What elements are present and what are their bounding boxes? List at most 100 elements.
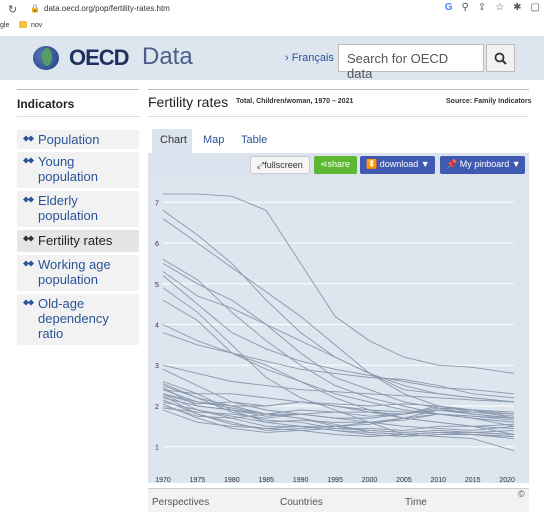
- sidebar-item-working-age-population[interactable]: Working age population: [17, 255, 139, 291]
- sidebar-item-label: Elderly population: [38, 193, 98, 223]
- filter-bar: [148, 488, 529, 512]
- x-tick-label: 2020: [499, 477, 515, 483]
- search-icon: [494, 52, 507, 65]
- series-line-24[interactable]: [162, 405, 515, 435]
- double-arrow-icon: [23, 196, 34, 203]
- fertility-line-chart[interactable]: 1 2 3 4 5 6 7 1970 1975 1980 1985 1990 1995 2000 2005 2…: [148, 178, 529, 483]
- divider: [17, 116, 139, 117]
- series-line-5[interactable]: [162, 271, 515, 403]
- sidebar-icon[interactable]: ▢: [530, 2, 540, 13]
- pinboard-label: My pinboard ▼: [459, 159, 521, 169]
- share-icon: ⋖: [320, 159, 328, 169]
- series-line-22[interactable]: [162, 401, 515, 423]
- sidebar-item-label: Young population: [38, 154, 98, 184]
- search-input[interactable]: Search for OECD data: [338, 44, 484, 81]
- language-link[interactable]: › Français: [285, 52, 334, 64]
- series-line-6[interactable]: [162, 275, 515, 395]
- bookmark-star-icon[interactable]: ☆: [495, 2, 505, 13]
- sidebar-item-label: Fertility rates: [38, 233, 113, 248]
- series-line-0[interactable]: [163, 193, 515, 374]
- page-title: Fertility rates: [148, 94, 229, 110]
- sidebar-item-fertility-rates[interactable]: Fertility rates: [17, 230, 139, 252]
- sidebar-item-young-population[interactable]: Young population: [17, 152, 139, 188]
- series-line-20[interactable]: [162, 397, 515, 419]
- countries-tab[interactable]: Countries: [280, 497, 323, 508]
- folder-icon: [19, 21, 27, 28]
- x-tick-label: 1995: [327, 477, 343, 483]
- x-tick-label: 2010: [431, 477, 447, 483]
- search-button[interactable]: [486, 44, 515, 72]
- y-tick-label: 6: [155, 241, 159, 248]
- oecd-globe-logo[interactable]: [33, 46, 59, 70]
- share-button[interactable]: ⋖share: [314, 156, 357, 174]
- share-label: share: [327, 159, 351, 169]
- series-line-11[interactable]: [162, 364, 515, 403]
- y-tick-label: 5: [155, 282, 159, 289]
- sidebar-item-population[interactable]: Population: [17, 130, 139, 149]
- series-line-27[interactable]: [162, 393, 515, 417]
- browser-action-icons: G ⚲ ⇪ ☆ ✱ ▢: [445, 2, 540, 13]
- double-arrow-icon: [23, 260, 34, 267]
- y-tick-label: 2: [155, 404, 159, 411]
- series-line-4[interactable]: [162, 263, 515, 419]
- time-tab[interactable]: Time: [405, 497, 427, 508]
- oecd-logo-text[interactable]: OECD: [69, 45, 130, 70]
- expand-icon: ⤢: [257, 160, 265, 170]
- double-arrow-icon: [23, 235, 34, 242]
- tab-chart[interactable]: Chart: [152, 129, 192, 153]
- data-logo-text[interactable]: Data: [142, 43, 193, 70]
- x-tick-label: 1985: [258, 477, 274, 483]
- x-tick-label: 1990: [293, 477, 309, 483]
- source-label: Source: Family Indicators: [446, 98, 532, 105]
- double-arrow-icon: [23, 299, 34, 306]
- reload-icon[interactable]: ↻: [8, 4, 18, 16]
- extensions-icon[interactable]: ✱: [513, 2, 522, 13]
- fullscreen-button[interactable]: ⤢fullscreen: [250, 156, 310, 174]
- fullscreen-label: fullscreen: [264, 160, 303, 170]
- chart-panel[interactable]: 1 2 3 4 5 6 7 1970 1975 1980 1985 1990 1995 2000 2005 2…: [148, 178, 529, 483]
- x-tick-label: 2015: [465, 477, 481, 483]
- series-line-10[interactable]: [162, 332, 515, 399]
- sidebar-item-label: Working age population: [38, 257, 111, 287]
- divider: [148, 89, 529, 90]
- tab-table[interactable]: Table: [241, 134, 268, 146]
- series-line-1[interactable]: [162, 210, 515, 403]
- x-tick-label: 2005: [396, 477, 412, 483]
- x-tick-label: 2000: [362, 477, 378, 483]
- series-line-21[interactable]: [162, 399, 515, 437]
- address-bar[interactable]: ↻ 🔒 data.oecd.org/pop/fertility-rates.ht…: [0, 0, 544, 18]
- series-line-29[interactable]: [162, 389, 515, 429]
- url-text[interactable]: data.oecd.org/pop/fertility-rates.htm: [44, 4, 170, 13]
- copyright-label: ©: [518, 489, 525, 499]
- sidebar-item-old-age-dependency-ratio[interactable]: Old-age dependency ratio: [17, 294, 139, 345]
- x-tick-label: 1975: [190, 477, 206, 483]
- sidebar-item-elderly-population[interactable]: Elderly population: [17, 191, 139, 227]
- series-line-7[interactable]: [162, 287, 515, 452]
- series-line-28[interactable]: [162, 383, 515, 435]
- lock-icon: 🔒: [30, 4, 40, 13]
- bookmark-folder[interactable]: nov: [31, 22, 43, 29]
- share-page-icon[interactable]: ⇪: [477, 2, 487, 13]
- download-button[interactable]: ⏬ download ▼: [360, 156, 435, 174]
- google-icon[interactable]: G: [444, 2, 453, 13]
- sidebar-item-label: Old-age dependency ratio: [38, 296, 109, 341]
- series-line-25[interactable]: [162, 407, 515, 419]
- double-arrow-icon: [23, 157, 34, 164]
- divider: [148, 116, 529, 117]
- bookmarks-bar: gle nov: [0, 18, 544, 34]
- indicators-heading: Indicators: [17, 97, 75, 111]
- perspectives-tab[interactable]: Perspectives: [152, 497, 210, 508]
- double-arrow-icon: [23, 135, 34, 142]
- y-tick-label: 1: [155, 445, 159, 452]
- page-subtitle: Total, Children/woman, 1970 – 2021: [236, 98, 354, 105]
- divider: [17, 89, 139, 90]
- zoom-icon[interactable]: ⚲: [461, 2, 469, 13]
- x-tick-label: 1980: [224, 477, 240, 483]
- pinboard-button[interactable]: 📌 My pinboard ▼: [440, 156, 525, 174]
- tab-map[interactable]: Map: [203, 134, 225, 146]
- series-line-26[interactable]: [162, 409, 515, 437]
- browser-chrome: ↻ 🔒 data.oecd.org/pop/fertility-rates.ht…: [0, 0, 544, 36]
- y-tick-label: 3: [155, 363, 159, 370]
- download-label: download ▼: [379, 159, 430, 169]
- bookmark-item[interactable]: gle: [0, 22, 10, 29]
